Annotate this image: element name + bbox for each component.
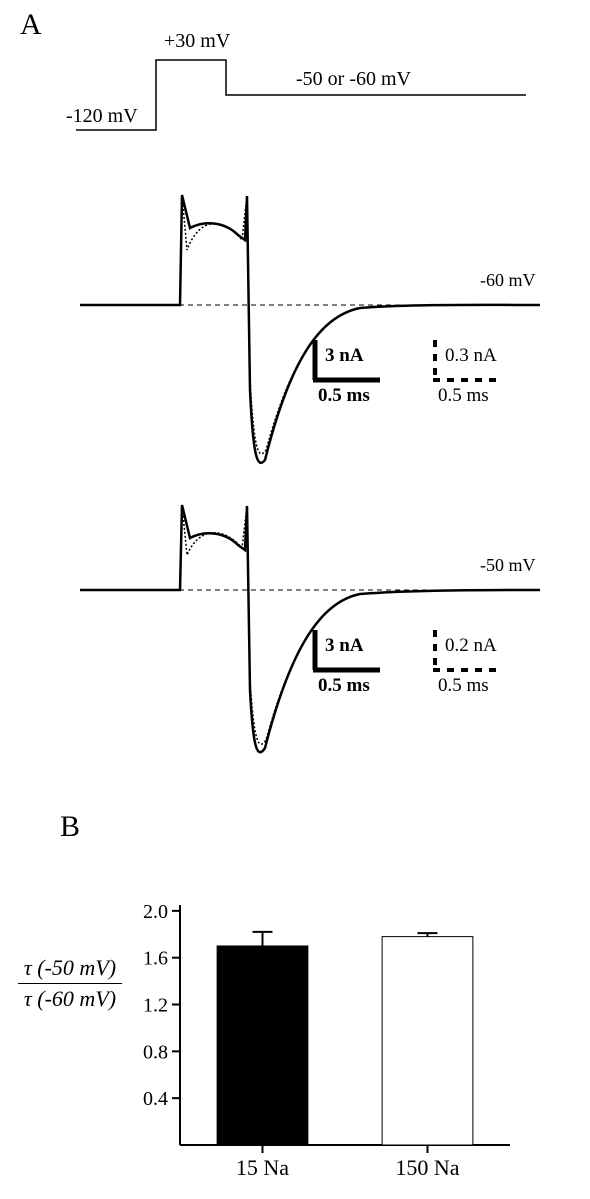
scale-60-dash-x: 0.5 ms bbox=[438, 385, 489, 407]
bar-chart: 0.4 0.8 1.2 1.6 2.0 15 Na 150 Na bbox=[130, 875, 550, 1185]
svg-text:15 Na: 15 Na bbox=[236, 1155, 289, 1180]
scale-60-dash-y: 0.3 nA bbox=[445, 345, 497, 367]
ratio-label-top: τ (-50 mV) bbox=[10, 955, 130, 981]
panel-a-letter: A bbox=[20, 8, 42, 42]
trace-60-label: -60 mV bbox=[480, 270, 536, 291]
ratio-label: τ (-50 mV) τ (-60 mV) bbox=[10, 955, 130, 1013]
scale-50-dash-x: 0.5 ms bbox=[438, 675, 489, 697]
svg-text:1.2: 1.2 bbox=[143, 995, 168, 1017]
svg-text:0.8: 0.8 bbox=[143, 1041, 168, 1063]
svg-text:2.0: 2.0 bbox=[143, 901, 168, 923]
trace-block-60: -60 mV 3 nA 0.5 ms 0.3 nA 0.5 ms bbox=[60, 190, 560, 490]
ratio-label-bot: τ (-60 mV) bbox=[10, 986, 130, 1012]
voltage-protocol: +30 mV -50 or -60 mV -120 mV bbox=[66, 30, 536, 140]
scale-50-dash-y: 0.2 nA bbox=[445, 635, 497, 657]
svg-text:150 Na: 150 Na bbox=[395, 1155, 459, 1180]
scale-60-solid-x: 0.5 ms bbox=[318, 385, 370, 407]
svg-text:1.6: 1.6 bbox=[143, 948, 168, 970]
scale-50-solid-y: 3 nA bbox=[325, 635, 364, 657]
svg-text:0.4: 0.4 bbox=[143, 1088, 168, 1110]
scale-60-solid-y: 3 nA bbox=[325, 345, 364, 367]
trace-block-50: -50 mV 3 nA 0.5 ms 0.2 nA 0.5 ms bbox=[60, 490, 560, 790]
trace-50-label: -50 mV bbox=[480, 555, 536, 576]
protocol-line bbox=[66, 30, 536, 140]
panel-b-letter: B bbox=[60, 810, 80, 844]
scale-50-solid-x: 0.5 ms bbox=[318, 675, 370, 697]
